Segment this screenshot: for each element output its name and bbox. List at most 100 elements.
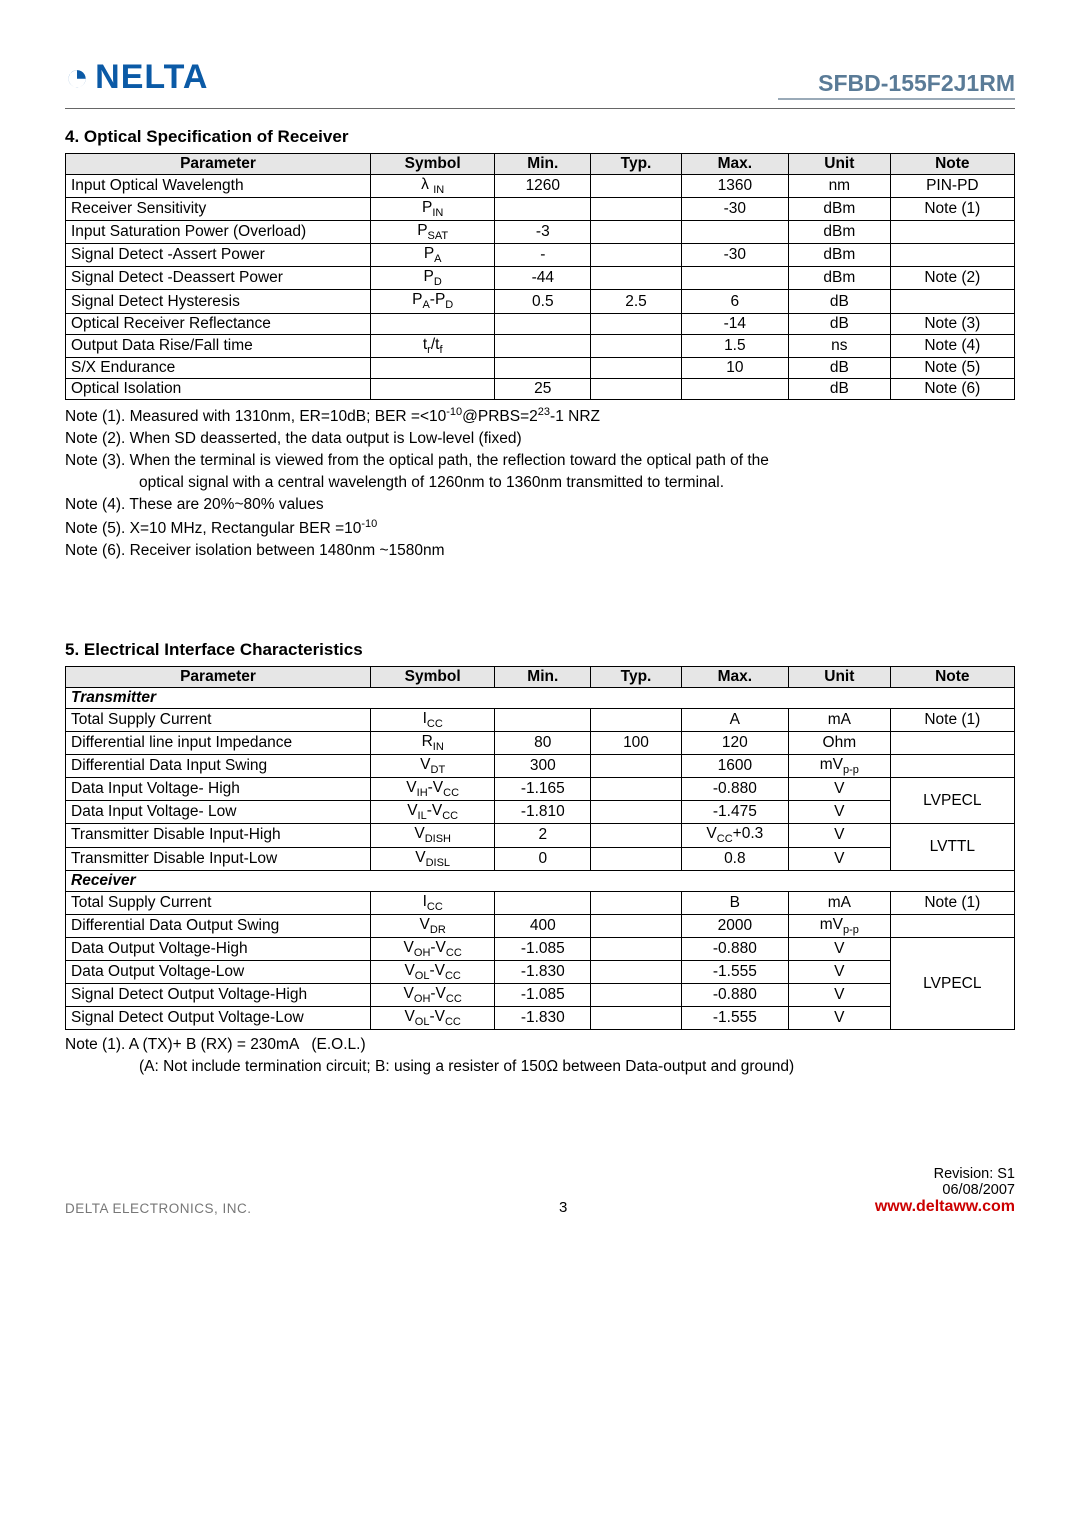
cell: PA-PD xyxy=(371,290,495,313)
table-row: Optical Isolation25dBNote (6) xyxy=(66,378,1015,399)
cell xyxy=(591,960,681,983)
col-header: Note xyxy=(890,154,1014,175)
cell: -0.880 xyxy=(681,984,788,1007)
cell: 300 xyxy=(495,755,591,778)
footer-company: DELTA ELECTRONICS, INC. xyxy=(65,1201,252,1216)
cell: 0.8 xyxy=(681,847,788,870)
cell: Differential line input Impedance xyxy=(66,732,371,755)
page-header: ◔ NELTA SFBD-155F2J1RM xyxy=(65,55,1015,100)
cell xyxy=(591,847,681,870)
table-row: Total Supply CurrentICCAmANote (1) xyxy=(66,708,1015,731)
cell: V xyxy=(789,778,891,801)
cell: dB xyxy=(789,290,891,313)
cell: -1.830 xyxy=(495,960,591,983)
cell: VOL-VCC xyxy=(371,1007,495,1030)
col-header: Typ. xyxy=(591,666,681,687)
note-line: Note (4). These are 20%~80% values xyxy=(65,496,1015,514)
cell: Ohm xyxy=(789,732,891,755)
footer-link: www.deltaww.com xyxy=(875,1198,1015,1216)
cell: -1.085 xyxy=(495,937,591,960)
cell: RIN xyxy=(371,732,495,755)
cell: Note (1) xyxy=(890,891,1014,914)
cell xyxy=(371,378,495,399)
cell: 2000 xyxy=(681,914,788,937)
cell xyxy=(495,708,591,731)
cell: 120 xyxy=(681,732,788,755)
cell: VOL-VCC xyxy=(371,960,495,983)
cell: tr/tf xyxy=(371,334,495,357)
table-row: Signal Detect -Assert PowerPA--30dBm xyxy=(66,244,1015,267)
logo-text: NELTA xyxy=(95,58,208,97)
cell: -30 xyxy=(681,198,788,221)
cell: PD xyxy=(371,267,495,290)
cell: dB xyxy=(789,378,891,399)
cell xyxy=(681,267,788,290)
cell: Differential Data Output Swing xyxy=(66,914,371,937)
note-line: Note (6). Receiver isolation between 148… xyxy=(65,542,1015,560)
table-row: Signal Detect HysteresisPA-PD0.52.56dB xyxy=(66,290,1015,313)
cell: mVp-p xyxy=(789,755,891,778)
cell: V xyxy=(789,801,891,824)
cell xyxy=(890,244,1014,267)
cell: -14 xyxy=(681,313,788,334)
note-line: Note (1). A (TX)+ B (RX) = 230mA (E.O.L.… xyxy=(65,1036,1015,1054)
cell: 2 xyxy=(495,824,591,847)
cell xyxy=(890,755,1014,778)
cell: Data Input Voltage- Low xyxy=(66,801,371,824)
cell: ICC xyxy=(371,891,495,914)
cell xyxy=(495,313,591,334)
cell: V xyxy=(789,824,891,847)
cell xyxy=(591,1007,681,1030)
table-row: Differential line input ImpedanceRIN8010… xyxy=(66,732,1015,755)
table-optical-spec: ParameterSymbolMin.Typ.Max.UnitNoteInput… xyxy=(65,153,1015,400)
cell: Total Supply Current xyxy=(66,891,371,914)
cell: VOH-VCC xyxy=(371,984,495,1007)
cell: Note (1) xyxy=(890,708,1014,731)
cell: 80 xyxy=(495,732,591,755)
cell: 1600 xyxy=(681,755,788,778)
col-header: Symbol xyxy=(371,154,495,175)
cell: Signal Detect Output Voltage-Low xyxy=(66,1007,371,1030)
cell: Total Supply Current xyxy=(66,708,371,731)
cell xyxy=(591,244,681,267)
section-row: Transmitter xyxy=(66,687,1015,708)
cell: -1.475 xyxy=(681,801,788,824)
cell: 6 xyxy=(681,290,788,313)
cell: Note (2) xyxy=(890,267,1014,290)
cell: VOH-VCC xyxy=(371,937,495,960)
section4-title: 4. Optical Specification of Receiver xyxy=(65,127,1015,147)
col-header: Unit xyxy=(789,154,891,175)
cell xyxy=(681,221,788,244)
section5-title: 5. Electrical Interface Characteristics xyxy=(65,640,1015,660)
col-header: Min. xyxy=(495,154,591,175)
table-row: Output Data Rise/Fall timetr/tf1.5nsNote… xyxy=(66,334,1015,357)
cell: -0.880 xyxy=(681,778,788,801)
cell xyxy=(591,175,681,198)
footer-rev: Revision: S1 xyxy=(875,1166,1015,1182)
table-row: Data Output Voltage-LowVOL-VCC-1.830-1.5… xyxy=(66,960,1015,983)
cell xyxy=(591,984,681,1007)
note-line: Note (5). X=10 MHz, Rectangular BER =10-… xyxy=(65,518,1015,538)
table-row: Receiver SensitivityPIN-30dBmNote (1) xyxy=(66,198,1015,221)
cell: PA xyxy=(371,244,495,267)
header-rule xyxy=(65,108,1015,109)
cell: LVTTL xyxy=(890,824,1014,870)
cell: PIN xyxy=(371,198,495,221)
cell: -0.880 xyxy=(681,937,788,960)
cell xyxy=(591,937,681,960)
page-footer: DELTA ELECTRONICS, INC. 3 Revision: S1 0… xyxy=(65,1166,1015,1216)
section4-notes: Note (1). Measured with 1310nm, ER=10dB;… xyxy=(65,406,1015,560)
cell xyxy=(371,313,495,334)
cell xyxy=(495,891,591,914)
cell: Data Output Voltage-Low xyxy=(66,960,371,983)
cell: 0.5 xyxy=(495,290,591,313)
cell xyxy=(591,357,681,378)
cell xyxy=(591,198,681,221)
cell xyxy=(591,891,681,914)
cell: ICC xyxy=(371,708,495,731)
cell: ns xyxy=(789,334,891,357)
cell: PSAT xyxy=(371,221,495,244)
cell: dBm xyxy=(789,221,891,244)
cell: V xyxy=(789,937,891,960)
cell: V xyxy=(789,847,891,870)
